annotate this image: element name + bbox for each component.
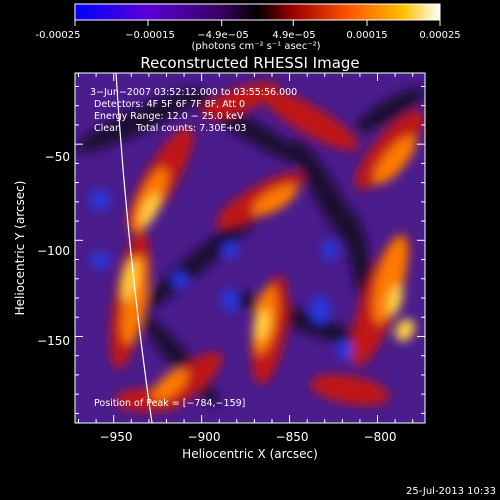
emission-ridge bbox=[310, 374, 390, 406]
emission-core bbox=[373, 135, 417, 185]
negative-minimum bbox=[222, 288, 238, 312]
negative-minimum bbox=[322, 240, 338, 260]
emission-core bbox=[252, 184, 298, 216]
colorbar-ticks bbox=[74, 20, 441, 26]
emission-ridge bbox=[202, 82, 278, 118]
negative-minimum bbox=[172, 272, 188, 288]
solar-limb-line bbox=[115, 73, 153, 423]
emission-ridge bbox=[261, 89, 359, 151]
peak-position-label: Position of Peak = [−784,−159] bbox=[94, 398, 245, 409]
chart-title: Reconstructed RHESSI Image bbox=[140, 54, 359, 72]
negative-minimum bbox=[222, 242, 238, 258]
plot-frame bbox=[74, 72, 426, 424]
negative-minimum bbox=[90, 252, 110, 268]
dark-lane bbox=[355, 88, 425, 132]
dark-lane bbox=[346, 210, 374, 310]
colorbar-tick-4: 0.00015 bbox=[346, 30, 387, 41]
y-axis-label: Heliocentric Y (arcsec) bbox=[13, 181, 27, 316]
y-tick-label-150: −150 bbox=[37, 334, 70, 348]
colorbar-tick-3: 4.9e−05 bbox=[272, 30, 315, 41]
colorbar-tick-5: 0.00025 bbox=[419, 30, 460, 41]
emission-peak bbox=[387, 284, 403, 316]
y-tick-label-50: −50 bbox=[45, 150, 70, 164]
y-tick-label-100: −100 bbox=[37, 244, 70, 258]
colorbar-units: (photons cm⁻² s⁻¹ asec⁻²) bbox=[191, 41, 320, 52]
heatmap-area bbox=[75, 73, 425, 423]
annotation-energy: Energy Range: 12.0 − 25.0 keV bbox=[94, 111, 244, 122]
colorbar bbox=[74, 3, 441, 21]
x-tick-label-800: −800 bbox=[364, 430, 397, 444]
x-tick-label-900: −900 bbox=[188, 430, 221, 444]
negative-minimum bbox=[90, 190, 110, 210]
dark-lane bbox=[130, 201, 270, 319]
emission-core bbox=[121, 255, 149, 345]
emission-peak bbox=[254, 309, 270, 341]
emission-peak bbox=[140, 193, 160, 227]
dark-lane bbox=[76, 88, 204, 152]
colorbar-tick-1: −0.00015 bbox=[125, 30, 175, 41]
negative-minimum bbox=[337, 340, 353, 360]
emission-peak bbox=[395, 318, 415, 342]
annotation-detectors: Detectors: 4F 5F 6F 7F 8F, Att 0 bbox=[94, 99, 245, 110]
x-tick-label-950: −950 bbox=[100, 430, 133, 444]
emission-core bbox=[151, 368, 189, 402]
colorbar-tick-0: -0.00025 bbox=[36, 30, 81, 41]
footer-timestamp: 25-Jul-2013 10:33 bbox=[406, 486, 496, 497]
negative-minimum bbox=[310, 296, 330, 324]
emission-core bbox=[372, 236, 408, 324]
emission-peak bbox=[122, 258, 138, 302]
annotation-time: 3−Jun−2007 03:52:12.000 to 03:55:56.000 bbox=[90, 87, 297, 98]
x-tick-label-850: −850 bbox=[276, 430, 309, 444]
annotation-clean: Clean Total counts: 7.30E+03 bbox=[94, 123, 246, 134]
x-axis-label: Heliocentric X (arcsec) bbox=[182, 447, 318, 461]
colorbar-tick-2: −4.9e−05 bbox=[197, 30, 249, 41]
axis-ticks bbox=[75, 73, 425, 423]
